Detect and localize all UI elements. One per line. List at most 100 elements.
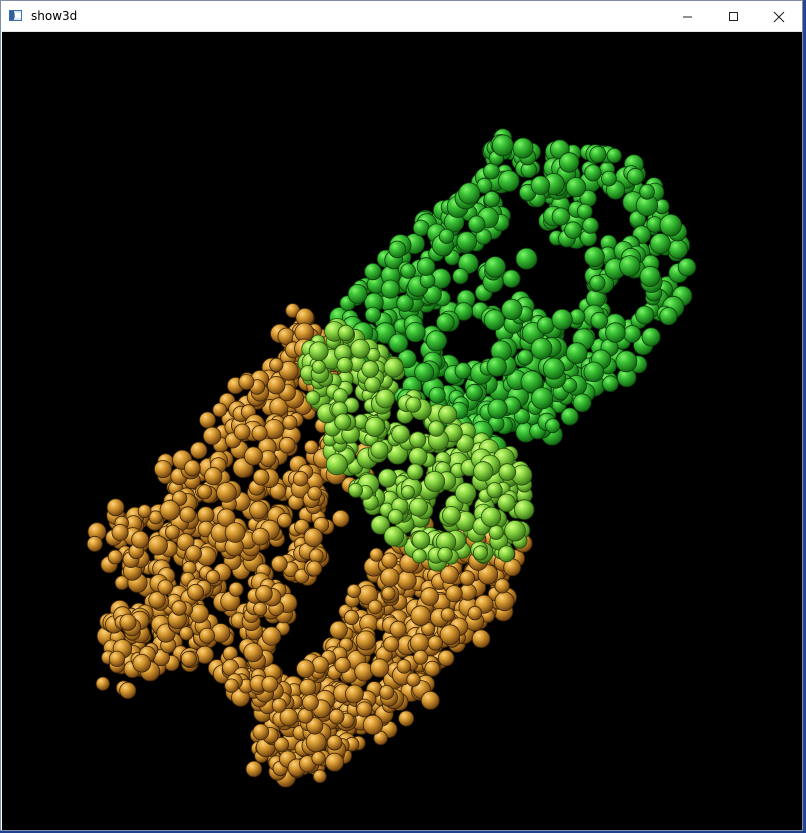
sphere-point: [347, 283, 368, 304]
sphere-point: [457, 252, 479, 274]
sphere-point: [267, 376, 286, 395]
sphere-point: [467, 215, 486, 233]
sphere-point: [383, 636, 400, 653]
sphere-point: [454, 362, 472, 380]
sphere-point: [271, 698, 287, 713]
sphere-point: [497, 545, 515, 563]
sphere-point: [383, 526, 405, 547]
sphere-point: [383, 357, 404, 378]
sphere-point: [498, 463, 517, 481]
sphere-point: [424, 470, 446, 492]
sphere-point: [380, 279, 400, 299]
sphere-point: [497, 170, 520, 192]
sphere-point: [253, 601, 268, 617]
sphere-point: [369, 547, 384, 562]
3d-viewport[interactable]: [2, 32, 802, 830]
sphere-point: [389, 620, 407, 638]
sphere-point: [480, 506, 502, 527]
sphere-point: [153, 460, 172, 479]
sphere-point: [202, 426, 222, 446]
sphere-point: [306, 717, 324, 735]
sphere-point: [439, 624, 461, 645]
sphere-point: [497, 493, 516, 513]
sphere-point: [400, 263, 416, 279]
sphere-point: [233, 423, 251, 441]
sphere-point: [212, 402, 228, 418]
sphere-point: [278, 436, 296, 454]
sphere-point: [420, 587, 439, 606]
sphere-point: [292, 471, 309, 487]
sphere-point: [238, 373, 255, 390]
sphere-point: [491, 134, 514, 157]
window-controls: [664, 1, 802, 32]
minimize-button[interactable]: [664, 1, 710, 32]
sphere-point: [601, 170, 617, 187]
close-button[interactable]: [756, 1, 802, 32]
sphere-point: [401, 485, 415, 499]
sphere-point: [456, 231, 478, 252]
sphere-point: [405, 322, 426, 343]
sphere-point: [605, 322, 626, 343]
sphere-point: [255, 585, 273, 603]
sphere-point: [189, 441, 208, 460]
sphere-point: [184, 459, 201, 477]
sphere-point: [306, 560, 323, 577]
point-cloud-scene[interactable]: [2, 32, 802, 830]
sphere-point: [398, 710, 415, 727]
sphere-point: [420, 691, 440, 710]
sphere-point: [425, 330, 447, 352]
sphere-point: [228, 581, 244, 597]
sphere-point: [513, 408, 530, 425]
sphere-point: [438, 404, 458, 424]
sphere-point: [348, 482, 364, 498]
sphere-point: [273, 737, 289, 753]
sphere-point: [304, 439, 319, 455]
sphere-point: [204, 467, 223, 486]
close-icon: [773, 11, 785, 23]
sphere-point: [269, 483, 287, 500]
sphere-point: [441, 505, 461, 525]
sphere-point: [584, 164, 602, 182]
sphere-point: [437, 649, 455, 667]
sphere-point: [179, 506, 196, 523]
sphere-point: [512, 137, 534, 159]
desktop-edge: [803, 0, 806, 833]
sphere-point: [406, 672, 421, 687]
sphere-point: [332, 509, 350, 528]
sphere-point: [504, 520, 526, 542]
sphere-point: [350, 338, 371, 359]
sphere-point: [308, 341, 329, 362]
sphere-point: [171, 600, 187, 616]
sphere-point: [307, 486, 323, 501]
sphere-point: [589, 274, 606, 292]
sphere-point: [243, 642, 263, 663]
sphere-point: [189, 604, 210, 624]
sphere-point: [303, 527, 323, 547]
minimize-icon: [682, 11, 693, 22]
sphere-point: [364, 376, 381, 393]
sphere-point: [344, 684, 364, 704]
sphere-point: [387, 508, 404, 525]
sphere-point: [325, 752, 344, 772]
sphere-point: [164, 524, 180, 540]
maximize-button[interactable]: [710, 1, 756, 32]
sphere-point: [514, 499, 535, 520]
sphere-point: [301, 694, 319, 711]
sphere-point: [416, 257, 436, 276]
sphere-point: [299, 678, 317, 696]
sphere-point: [488, 524, 504, 540]
sphere-point: [465, 383, 483, 402]
sphere-point: [157, 579, 174, 596]
sphere-point: [615, 350, 638, 373]
sphere-point: [251, 527, 270, 546]
sphere-point: [551, 308, 573, 331]
sphere-point: [483, 309, 505, 331]
sphere-point: [572, 393, 592, 413]
title-bar[interactable]: show3d: [1, 1, 802, 32]
sphere-point: [410, 605, 432, 626]
sphere-point: [108, 650, 126, 667]
sphere-point: [277, 512, 293, 528]
sphere-point: [487, 398, 508, 419]
sphere-point: [576, 203, 593, 220]
